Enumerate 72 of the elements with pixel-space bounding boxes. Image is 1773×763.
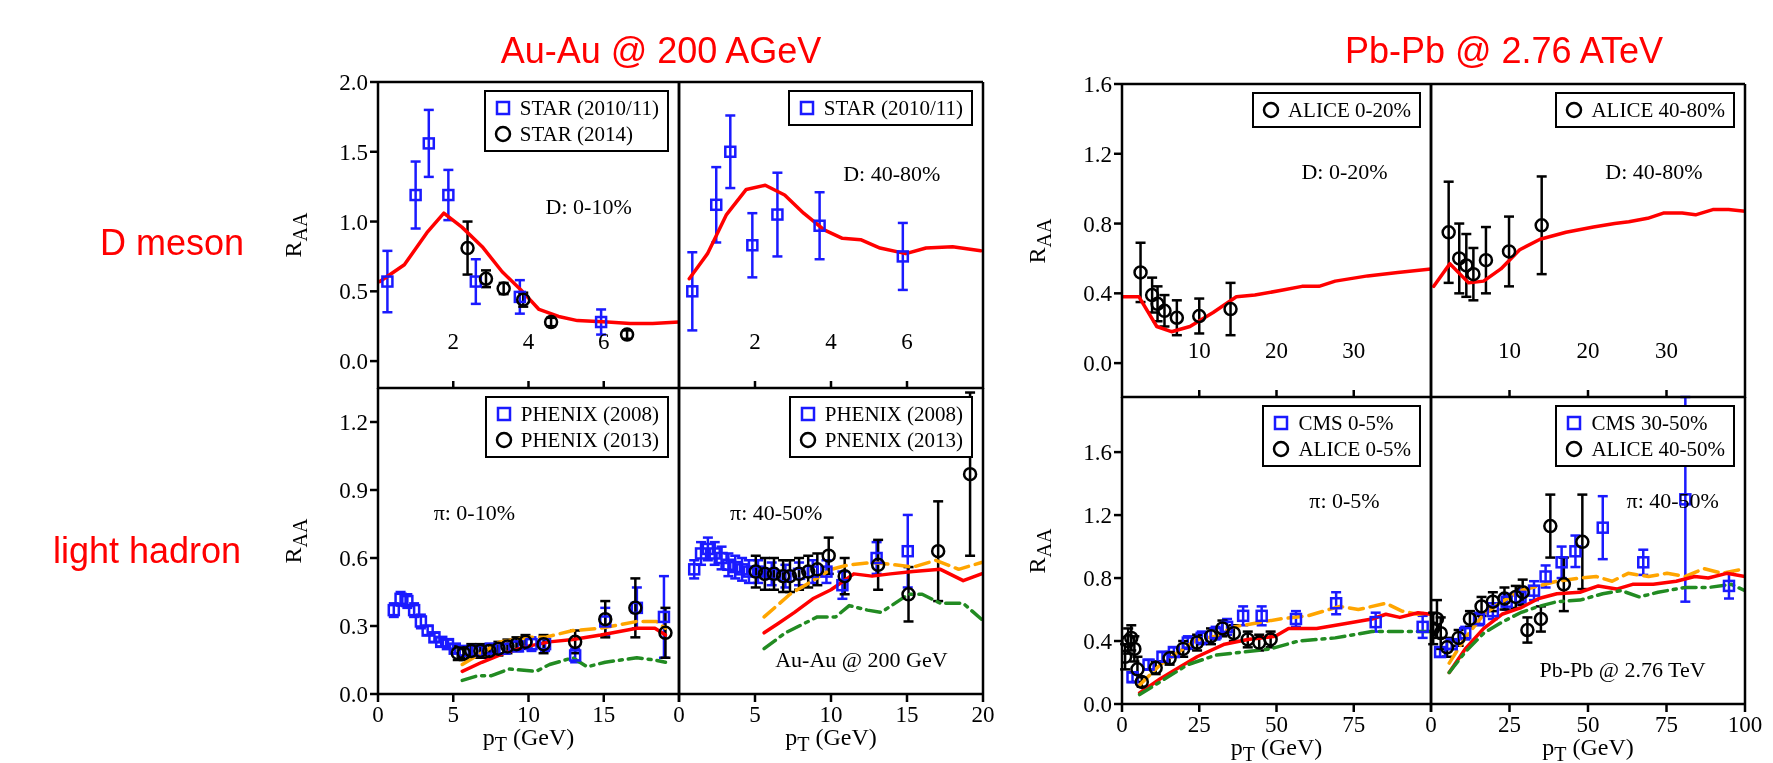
annotation: π: 0-10%: [433, 500, 515, 526]
x-tick-label: 5: [447, 702, 459, 728]
y-tick-label: 1.2: [1083, 503, 1112, 529]
annotation: π: 40-50%: [730, 500, 823, 526]
annotation: Pb-Pb @ 2.76 TeV: [1539, 657, 1706, 683]
y-tick-label: 0.0: [339, 682, 368, 708]
x-tick-label: 10: [1498, 338, 1521, 363]
legend-label: STAR (2010/11): [519, 95, 659, 121]
y-tick-label: 0.4: [1083, 281, 1113, 307]
y-tick-label: 0.3: [339, 614, 368, 640]
y-tick-label: 0.0: [1083, 351, 1112, 377]
x-tick-label: 20: [1265, 338, 1288, 363]
annotation: Au-Au @ 200 GeV: [775, 647, 948, 673]
x-tick-label: 10: [1187, 338, 1211, 363]
text: light hadron: [52, 530, 242, 571]
annotation: D: 0-10%: [545, 194, 632, 220]
x-tick-label: 5: [749, 702, 761, 728]
legend-label: ALICE 0-5%: [1298, 436, 1411, 462]
y-tick-label: 1.5: [339, 139, 368, 165]
x-tick-label: 0: [1116, 712, 1128, 738]
x-tick-label: 0: [1425, 712, 1437, 738]
y-tick-label: 2.0: [339, 70, 368, 96]
chart-title: Au-Au @ 200 AGeV: [500, 30, 822, 71]
annotation: D: 40-80%: [843, 160, 941, 186]
x-tick-label: 2: [447, 329, 459, 354]
x-tick-label: 30: [1342, 338, 1366, 363]
legend-label: PHENIX (2008): [824, 401, 963, 427]
text: Pb-Pb @ 2.76 ATeV: [1344, 30, 1664, 71]
x-tick-label: 6: [598, 329, 610, 354]
x-tick-label: 30: [1655, 338, 1678, 363]
x-tick-label: 4: [825, 329, 838, 354]
x-tick-label: 4: [522, 329, 535, 354]
legend-label: STAR (2010/11): [823, 95, 963, 121]
legend-label: ALICE 40-50%: [1591, 436, 1725, 462]
x-tick-label: 20: [971, 702, 995, 728]
y-tick-label: 1.0: [339, 209, 368, 235]
annotation: D: 40-80%: [1605, 158, 1703, 184]
legend-label: CMS 0-5%: [1298, 410, 1394, 436]
x-tick-label: 0: [673, 702, 685, 728]
x-tick-label: 20: [1576, 338, 1600, 363]
y-tick-label: 0.6: [339, 546, 368, 572]
annotation: D: 0-20%: [1301, 158, 1388, 184]
x-tick-label: 25: [1498, 712, 1521, 738]
y-tick-label: 1.6: [1083, 440, 1112, 466]
x-tick-label: 15: [592, 702, 616, 728]
legend-label: STAR (2014): [519, 121, 633, 147]
y-tick-label: 0.4: [1083, 629, 1113, 655]
annotation: π: 0-5%: [1309, 488, 1380, 514]
y-tick-label: 0.8: [1083, 566, 1112, 592]
x-tick-label: 75: [1342, 712, 1366, 738]
legend-label: PHENIX (2008): [520, 401, 659, 427]
y-tick-label: 0.0: [339, 349, 368, 375]
x-tick-label: 100: [1727, 712, 1763, 738]
legend-label: PHENIX (2013): [520, 427, 659, 453]
y-tick-label: 1.6: [1083, 72, 1112, 98]
legend-label: ALICE 0-20%: [1287, 97, 1411, 123]
x-tick-label: 25: [1187, 712, 1211, 738]
x-tick-label: 2: [749, 329, 761, 354]
x-tick-label: 75: [1655, 712, 1678, 738]
y-tick-label: 1.2: [339, 410, 368, 436]
legend-label: CMS 30-50%: [1591, 410, 1708, 436]
x-tick-label: 0: [372, 702, 384, 728]
x-tick-label: 15: [895, 702, 919, 728]
y-tick-label: 0.0: [1083, 692, 1112, 718]
y-tick-label: 0.9: [339, 478, 368, 504]
text: D meson: [99, 222, 245, 263]
y-tick-label: 0.5: [339, 279, 368, 305]
legend-label: ALICE 40-80%: [1591, 97, 1725, 123]
y-tick-label: 0.8: [1083, 211, 1112, 237]
y-tick-label: 1.2: [1083, 141, 1112, 167]
legend-label: PNENIX (2013): [824, 427, 963, 453]
x-tick-label: 6: [901, 329, 913, 354]
